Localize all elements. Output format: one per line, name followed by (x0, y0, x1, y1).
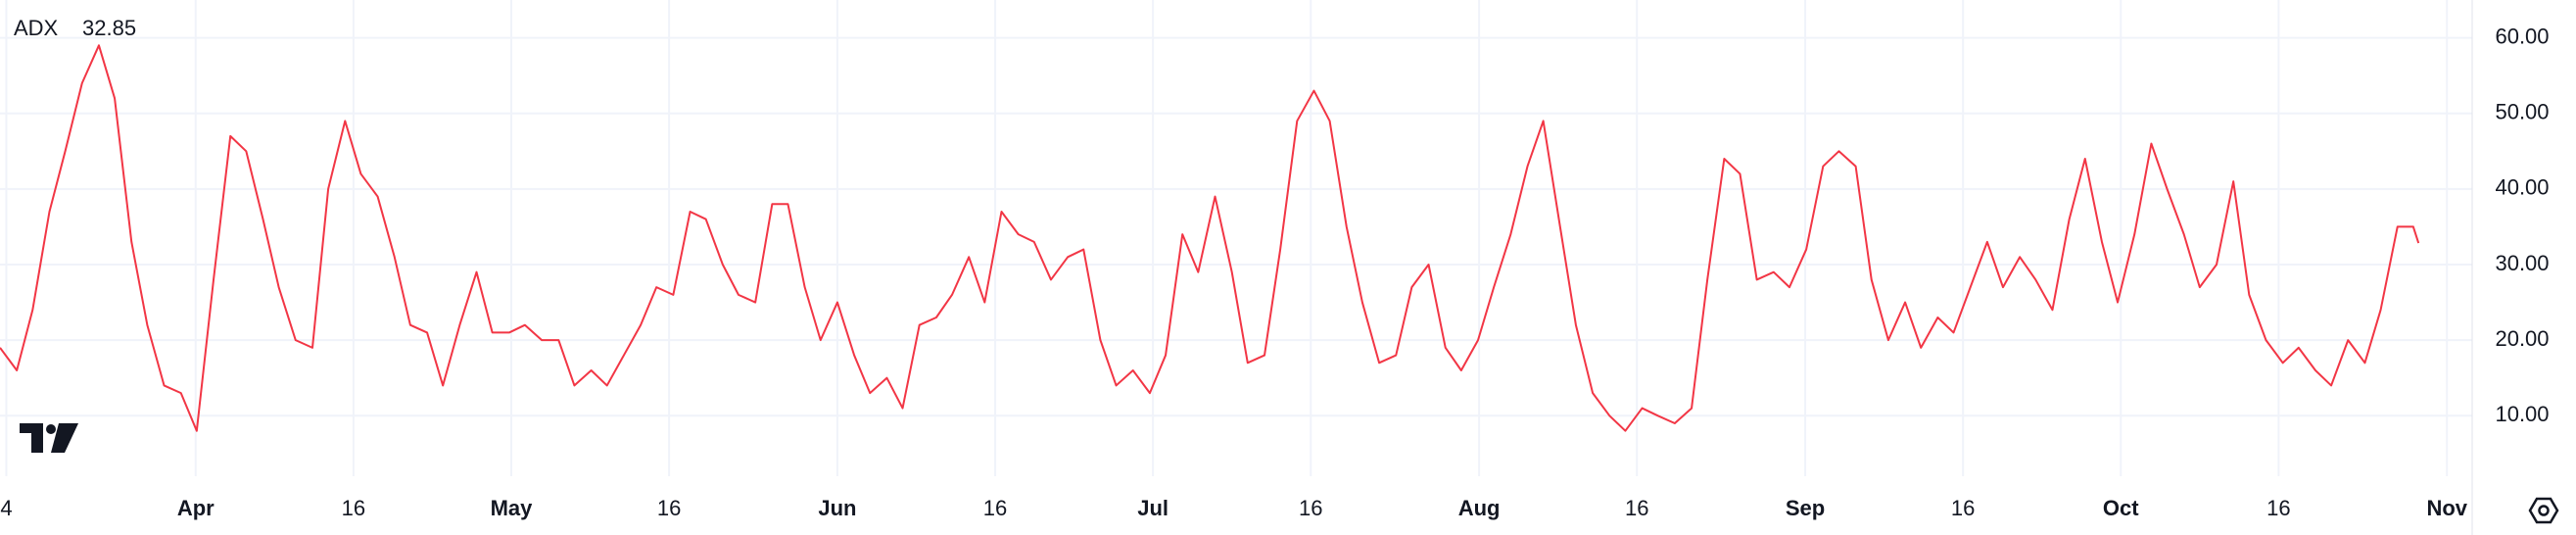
y-tick-label: 10.00 (2495, 402, 2549, 426)
x-tick-label: 16 (1299, 496, 1322, 520)
x-tick-label: Apr (177, 496, 215, 520)
y-tick-label: 50.00 (2495, 100, 2549, 124)
y-tick-label: 30.00 (2495, 251, 2549, 275)
legend-value: 32.85 (82, 16, 136, 40)
x-tick-label: 16 (1625, 496, 1648, 520)
y-tick-label: 20.00 (2495, 326, 2549, 351)
labels: 10.00 20.00 30.00 40.00 50.00 60.00 4 Apr 16 May 1… (0, 24, 2549, 519)
x-tick-label: Nov (2426, 496, 2467, 520)
y-tick-label: 60.00 (2495, 24, 2549, 48)
x-tick-label: May (491, 496, 534, 520)
x-tick-label: Jul (1137, 496, 1169, 520)
x-tick-label: 16 (2266, 496, 2290, 520)
plot (0, 44, 2420, 432)
settings-button[interactable] (2528, 497, 2559, 524)
grid (0, 0, 2472, 476)
y-tick-label: 40.00 (2495, 175, 2549, 200)
x-tick-label: 16 (342, 496, 365, 520)
x-tick-label: 16 (1951, 496, 1975, 520)
x-tick-label: 16 (983, 496, 1007, 520)
line-series (0, 44, 2420, 432)
x-tick-label: Oct (2103, 496, 2139, 520)
x-tick-label: Sep (1786, 496, 1825, 520)
x-tick-label: Jun (818, 496, 856, 520)
legend-name: ADX (14, 16, 59, 40)
x-tick-label: Aug (1458, 496, 1501, 520)
x-tick-label: 4 (0, 496, 12, 520)
logo (20, 423, 78, 453)
x-tick-label: 16 (657, 496, 681, 520)
